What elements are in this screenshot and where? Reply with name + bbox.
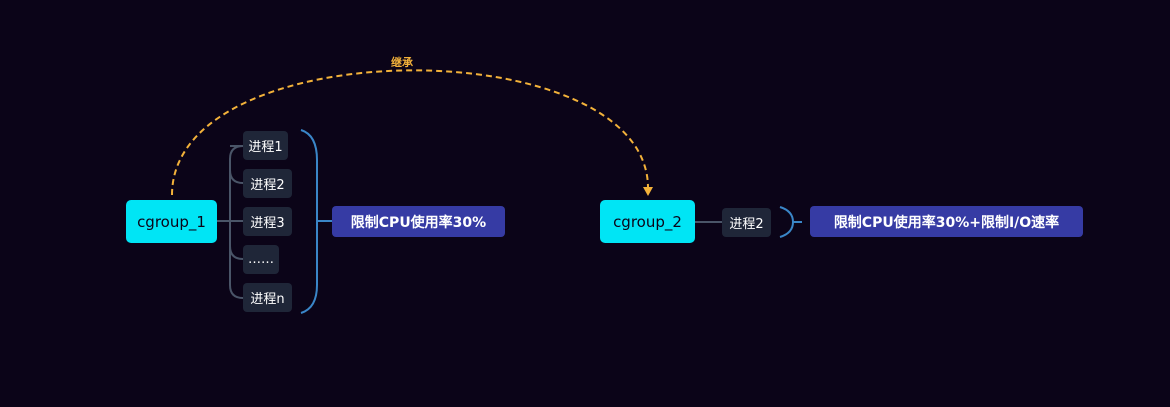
brace-cgroup1	[300, 129, 318, 314]
brace-cgroup2	[779, 206, 795, 238]
process-node-ellipsis[interactable]: ……	[243, 245, 279, 274]
connector-branch-4	[229, 245, 244, 260]
inherit-arrowhead	[643, 187, 653, 196]
inherit-label: 继承	[390, 56, 414, 69]
process-node[interactable]: 进程1	[243, 131, 288, 160]
process-node[interactable]: 进程2	[722, 208, 771, 237]
cgroup-1-node[interactable]: cgroup_1	[126, 200, 217, 243]
process-node[interactable]: 进程n	[243, 283, 292, 312]
process-node[interactable]: 进程2	[243, 169, 292, 198]
inherit-arrow-line	[171, 69, 649, 196]
connector-branch-2	[229, 169, 244, 184]
process-node[interactable]: 进程3	[243, 207, 292, 236]
cgroup-2-node[interactable]: cgroup_2	[600, 200, 695, 243]
cgroup-2-limit[interactable]: 限制CPU使用率30%+限制I/O速率	[810, 206, 1083, 237]
cgroup-1-limit[interactable]: 限制CPU使用率30%	[332, 206, 505, 237]
